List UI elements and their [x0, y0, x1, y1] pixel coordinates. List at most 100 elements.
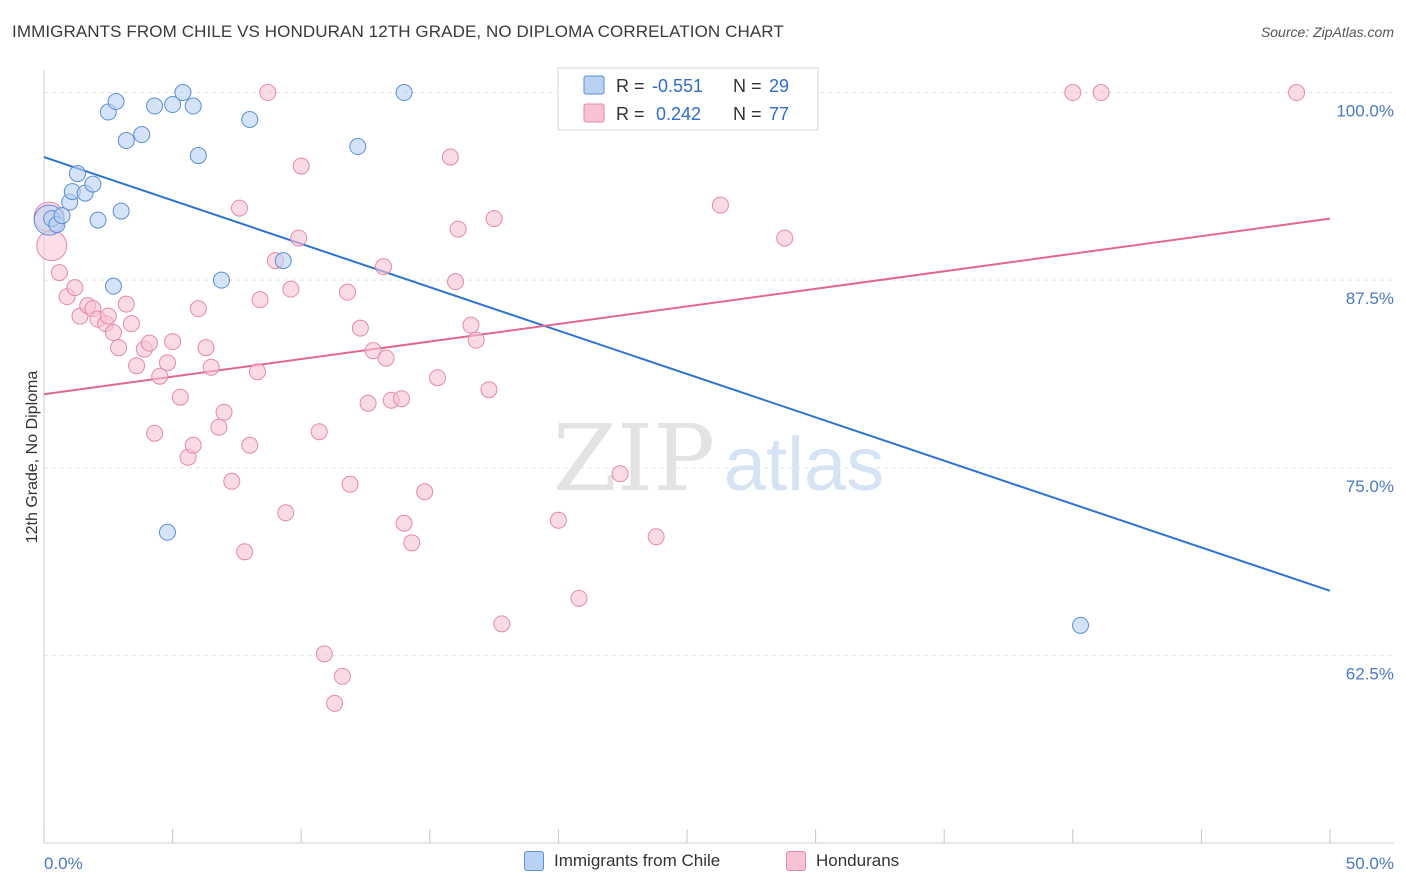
point-hondurans-36	[277, 504, 295, 522]
point-hondurans-45	[341, 475, 359, 493]
point-hondurans-56	[429, 369, 447, 387]
point-hondurans-65	[549, 511, 567, 529]
point-hondurans-11	[117, 295, 135, 313]
point-hondurans-28	[223, 472, 241, 490]
point-chile-22	[241, 111, 259, 129]
legend-r-value-hondurans: 0.242	[656, 104, 701, 124]
point-hondurans-55	[416, 483, 434, 501]
x-tick-min: 0.0%	[44, 854, 83, 873]
legend-item-chile: Immigrants from Chile	[524, 851, 720, 871]
watermark-atlas: atlas	[724, 422, 885, 507]
point-chile-10	[104, 277, 122, 295]
y-tick-label-2: 75.0%	[1346, 477, 1394, 496]
point-hondurans-73	[1064, 84, 1082, 102]
y-tick-label-0: 100.0%	[1336, 102, 1394, 121]
legend-n-value-chile: 29	[769, 76, 789, 96]
point-hondurans-41	[315, 645, 333, 663]
point-hondurans-32	[248, 363, 266, 381]
point-chile-12	[112, 202, 130, 220]
legend-swatch-hondurans	[583, 103, 605, 123]
point-chile-11	[107, 93, 125, 111]
point-hondurans-2	[66, 279, 84, 297]
watermark: ZIP atlas	[553, 405, 884, 512]
point-hondurans-0	[50, 264, 68, 282]
legend-n-value-hondurans: 77	[769, 104, 789, 124]
point-hondurans-34	[259, 84, 277, 102]
axes	[43, 70, 1394, 844]
point-hondurans-20	[171, 388, 189, 406]
point-hondurans-49	[375, 258, 393, 276]
point-chile-25	[395, 84, 413, 102]
point-hondurans-47	[359, 394, 377, 412]
point-hondurans-70	[711, 196, 729, 214]
point-hondurans-52	[393, 390, 411, 408]
y-tick-labels: 100.0% 87.5% 75.0% 62.5%	[1336, 102, 1394, 684]
chart-title: IMMIGRANTS FROM CHILE VS HONDURAN 12TH G…	[12, 22, 784, 41]
point-hondurans-58	[447, 273, 465, 291]
point-hondurans-33	[251, 291, 269, 309]
point-chile-20	[189, 147, 207, 165]
point-hondurans-75	[1288, 84, 1306, 102]
point-hondurans-61	[467, 331, 485, 349]
point-hondurans-46	[351, 319, 369, 337]
y-tick-label-1: 87.5%	[1346, 289, 1394, 308]
point-chile-7	[84, 175, 102, 193]
data-points	[33, 84, 1306, 712]
point-chile-26	[1072, 616, 1090, 634]
trend-line-hondurans	[43, 217, 1331, 396]
source-label: Source: ZipAtlas.com	[1260, 24, 1394, 40]
point-hondurans-25	[202, 358, 220, 376]
point-hondurans-50	[377, 349, 395, 367]
point-hondurans-40	[310, 423, 328, 441]
point-chile-5	[68, 165, 86, 183]
point-hondurans-42	[326, 694, 344, 712]
point-hondurans-27	[215, 403, 233, 421]
point-hondurans-15	[140, 334, 158, 352]
point-hondurans-54	[403, 534, 421, 552]
point-hondurans-53	[395, 514, 413, 532]
point-hondurans-38	[290, 229, 308, 247]
point-hondurans-19	[164, 333, 182, 351]
legend-swatch-chile-bottom	[524, 851, 544, 871]
point-hondurans-23	[189, 300, 207, 318]
point-chile-21	[212, 271, 230, 289]
point-hondurans-30	[236, 543, 254, 561]
y-axis-label: 12th Grade, No Diploma	[24, 371, 41, 544]
point-chile-18	[174, 84, 192, 102]
x-tick-max: 50.0%	[1346, 854, 1394, 873]
point-hondurans-31	[241, 436, 259, 454]
point-hondurans-13	[128, 357, 146, 375]
legend-swatch-hondurans-bottom	[786, 851, 806, 871]
point-hondurans-9	[104, 324, 122, 342]
legend-n-label-hondurans: N =	[733, 104, 762, 124]
point-hondurans-24	[197, 339, 215, 357]
point-hondurans-18	[158, 354, 176, 372]
point-hondurans-22	[184, 436, 202, 454]
trend-line-chile	[43, 156, 1331, 592]
legend-n-label-chile: N =	[733, 76, 762, 96]
legend-r-label-hondurans: R =	[616, 104, 645, 124]
point-hondurans-10	[110, 339, 128, 357]
point-hondurans-72	[776, 229, 794, 247]
legend-label-hondurans: Hondurans	[816, 851, 900, 870]
x-tick-labels: 0.0% 50.0%	[44, 854, 1394, 873]
grid-lines	[44, 92, 1394, 656]
point-hondurans-63	[485, 210, 503, 228]
point-hondurans-17	[151, 367, 169, 385]
point-chile-24	[349, 138, 367, 156]
point-chile-23	[274, 252, 292, 270]
legend-r-label-chile: R =	[616, 76, 645, 96]
trend-lines	[43, 156, 1331, 592]
point-hondurans-29	[230, 199, 248, 217]
point-hondurans-67	[611, 465, 629, 483]
point-hondurans-44	[338, 283, 356, 301]
point-hondurans-57	[441, 148, 459, 166]
legend-r-value-chile: -0.551	[652, 76, 703, 96]
point-hondurans-74	[1092, 84, 1110, 102]
point-hondurans-43	[333, 667, 351, 685]
point-chile-2	[53, 207, 71, 225]
point-chile-16	[158, 523, 176, 541]
watermark-zip: ZIP	[553, 405, 715, 512]
point-hondurans-16	[146, 424, 164, 442]
